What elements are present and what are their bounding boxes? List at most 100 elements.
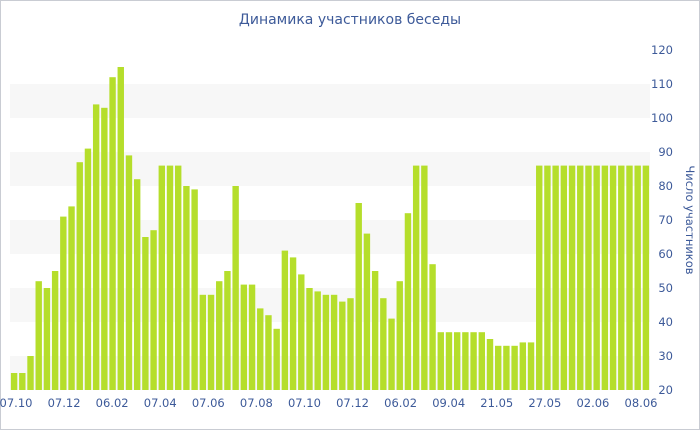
grid-band xyxy=(10,152,650,186)
bar xyxy=(527,342,535,390)
bar xyxy=(216,281,223,390)
bar xyxy=(289,257,297,390)
bar xyxy=(486,339,494,390)
y-tick-label: 80 xyxy=(658,179,673,193)
x-tick-label: 02.06 xyxy=(576,396,609,410)
bar xyxy=(84,148,92,390)
bar xyxy=(445,332,453,390)
bar xyxy=(380,298,387,390)
bar xyxy=(265,315,272,390)
bar xyxy=(618,165,625,390)
bar xyxy=(404,213,412,390)
x-tick-label: 27.05 xyxy=(528,396,561,410)
bar xyxy=(339,301,346,390)
bar xyxy=(593,165,600,390)
bar xyxy=(117,67,124,390)
bar xyxy=(453,332,461,390)
bar xyxy=(306,288,313,390)
x-tick-label: 07.06 xyxy=(192,396,225,410)
bar xyxy=(642,165,650,390)
bar xyxy=(363,233,371,390)
bar xyxy=(577,165,584,390)
bar xyxy=(10,373,18,390)
y-tick-label: 60 xyxy=(658,247,673,261)
bar xyxy=(396,281,403,390)
bar xyxy=(281,250,289,390)
x-tick-label: 07.08 xyxy=(240,396,273,410)
bar xyxy=(257,308,264,390)
bar xyxy=(568,165,576,390)
x-tick-label: 09.04 xyxy=(432,396,465,410)
bar xyxy=(437,332,444,390)
bar xyxy=(511,345,518,390)
bar xyxy=(429,264,436,390)
grid-band xyxy=(10,288,650,322)
bar xyxy=(421,165,428,390)
bar xyxy=(298,274,305,390)
bar xyxy=(101,107,108,391)
bar xyxy=(207,294,215,390)
bar xyxy=(634,165,641,390)
bar xyxy=(133,179,141,390)
bar xyxy=(371,271,379,390)
bar xyxy=(199,294,207,390)
y-tick-label: 30 xyxy=(658,349,673,363)
bar xyxy=(142,237,149,390)
y-tick-label: 70 xyxy=(658,213,673,227)
x-tick-label: 08.06 xyxy=(625,396,658,410)
bar xyxy=(601,165,609,390)
bar xyxy=(224,271,231,390)
bar xyxy=(347,298,354,390)
y-tick-label: 120 xyxy=(651,43,673,57)
y-tick-label: 50 xyxy=(658,281,673,295)
bar xyxy=(240,284,248,390)
bar xyxy=(470,332,477,390)
grid-band xyxy=(10,356,650,390)
bar xyxy=(388,318,395,390)
bar xyxy=(19,373,26,390)
bar xyxy=(109,77,116,390)
bar xyxy=(27,356,34,390)
bar xyxy=(536,165,543,390)
bar xyxy=(183,186,190,390)
grid-band xyxy=(10,220,650,254)
bar xyxy=(609,165,617,390)
bar xyxy=(519,342,527,390)
bar xyxy=(191,189,198,390)
bar xyxy=(503,345,510,390)
bar xyxy=(330,294,338,390)
x-tick-label: 07.10 xyxy=(0,396,32,410)
x-tick-label: 07.12 xyxy=(48,396,81,410)
bar xyxy=(585,165,592,390)
grid-band xyxy=(10,84,650,118)
bar xyxy=(92,104,100,391)
bar xyxy=(462,332,469,390)
bar xyxy=(552,165,559,390)
bar xyxy=(544,165,551,390)
y-tick-label: 100 xyxy=(651,111,673,125)
bar xyxy=(273,328,280,390)
bar xyxy=(412,165,420,390)
bar xyxy=(478,332,485,390)
chart-title: Динамика участников беседы xyxy=(238,12,462,28)
y-tick-label: 40 xyxy=(658,315,673,329)
bar xyxy=(76,162,83,390)
x-tick-label: 07.04 xyxy=(144,396,177,410)
bar xyxy=(314,291,321,390)
bar xyxy=(51,271,59,390)
bar xyxy=(626,165,633,390)
bar xyxy=(175,165,182,390)
y-axis-label: Число участников xyxy=(683,165,697,274)
grid-bands xyxy=(10,84,650,390)
y-tick-label: 90 xyxy=(658,145,673,159)
x-tick-label: 06.02 xyxy=(96,396,129,410)
bar xyxy=(43,288,51,390)
bar xyxy=(495,345,502,390)
bar xyxy=(60,216,67,390)
bar xyxy=(166,165,174,390)
bar xyxy=(35,281,42,390)
bars xyxy=(10,67,650,391)
y-tick-label: 110 xyxy=(651,77,673,91)
bar xyxy=(150,230,157,390)
